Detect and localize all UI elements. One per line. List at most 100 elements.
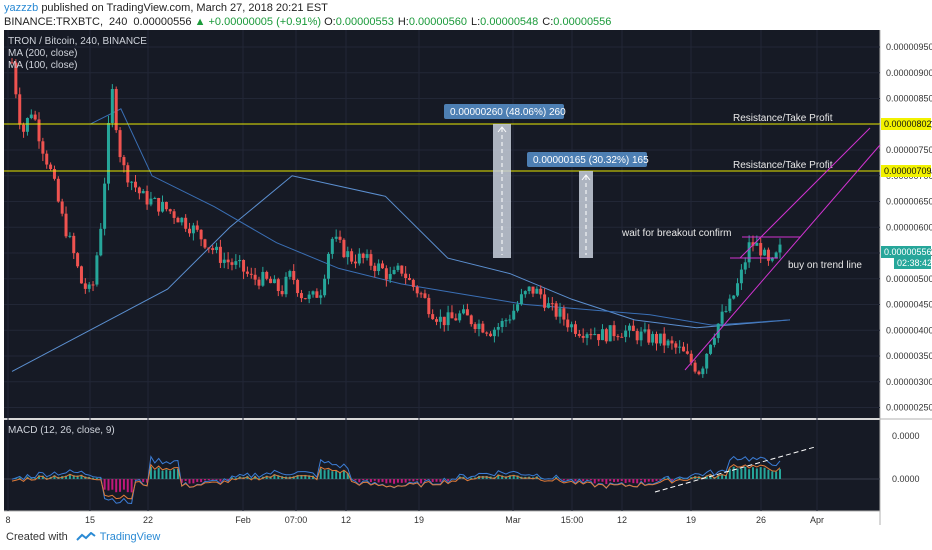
candle-body	[554, 303, 558, 317]
macd-hist-bar	[732, 466, 735, 479]
macd-hist-bar	[431, 479, 434, 482]
channel-upper-line[interactable]	[739, 127, 871, 259]
macd-hist-bar	[655, 479, 658, 481]
candle-body	[404, 273, 408, 279]
macd-hist-bar	[751, 467, 754, 479]
candle-body	[682, 346, 686, 352]
wait-breakout-note[interactable]: wait for breakout confirm	[621, 228, 732, 239]
candle-body	[763, 249, 767, 256]
last-price-badge	[881, 246, 931, 258]
macd-hist-bar	[593, 479, 596, 484]
candle-body	[346, 251, 350, 258]
price-axis[interactable]: 0.000009500.000009000.000008500.00000800…	[886, 42, 932, 413]
candle-body	[751, 242, 755, 246]
macd-trend-line[interactable]	[654, 446, 816, 493]
candle-body	[180, 217, 184, 223]
candle-body	[276, 279, 280, 292]
macd-hist-bar	[408, 479, 411, 481]
candle-body	[651, 333, 655, 343]
candle-body	[600, 329, 604, 341]
macd-hist-bar	[234, 478, 237, 479]
candle-body	[215, 246, 219, 251]
candle-body	[52, 169, 56, 179]
candle-body	[130, 181, 134, 183]
macd-hist-bar	[323, 470, 326, 479]
candle-body	[639, 331, 643, 341]
macd-hist-bar	[346, 473, 349, 479]
macd-hist-bar	[362, 479, 365, 481]
price-axis-tick: 0.00000350	[886, 351, 932, 361]
candle-body	[408, 278, 412, 280]
measure-label-box-2[interactable]	[527, 152, 647, 167]
candle-body	[157, 198, 161, 212]
time-axis[interactable]: 8 15 22 Feb 07:00 12 19 Mar 15:00 12 19 26 Apr	[5, 515, 824, 525]
low-label: L:	[470, 16, 481, 28]
macd-hist-bar	[200, 479, 203, 483]
candle-body	[473, 324, 477, 330]
macd-axis-tick-1: 0.0000	[892, 431, 920, 441]
candle-body	[41, 141, 45, 154]
candle-body	[778, 244, 782, 253]
candle-body	[242, 260, 246, 272]
macd-hist-bar	[34, 478, 37, 479]
ma100-line	[89, 108, 791, 326]
macd-hist-bar	[744, 466, 747, 479]
macd-hist-bar	[539, 478, 542, 479]
price-pane-background	[4, 30, 880, 418]
macd-hist-bar	[582, 479, 585, 482]
candle-body	[454, 318, 458, 321]
candle-body	[728, 298, 732, 311]
candle-body	[334, 236, 338, 239]
ma100-legend: MA (100, close)	[8, 60, 77, 71]
candle-body	[616, 336, 620, 338]
candle-body	[315, 291, 319, 298]
macd-hist-bar	[705, 475, 708, 479]
candle-body	[172, 211, 176, 218]
candle-body	[184, 217, 188, 229]
macd-hist-bar	[748, 469, 751, 479]
tradingview-brand[interactable]: TradingView	[99, 531, 161, 543]
macd-hist-bar	[335, 471, 338, 479]
candle-body	[365, 254, 369, 258]
macd-hist-bar	[439, 479, 442, 482]
candle-body	[56, 178, 60, 202]
candle-body	[68, 235, 72, 237]
candle-body	[357, 253, 361, 264]
measure-arrowhead-2	[581, 174, 591, 181]
candle-body	[272, 279, 276, 284]
macd-hist-bar	[512, 474, 515, 479]
macd-hist-bar	[377, 479, 380, 483]
candle-body	[122, 157, 126, 166]
candle-body	[296, 279, 300, 294]
time-axis-tick: 26	[756, 515, 766, 525]
candle-body	[303, 298, 307, 300]
candle-body	[137, 187, 141, 194]
candle-body	[10, 62, 14, 64]
price-axis-tick: 0.00000500	[886, 274, 932, 284]
macd-hist-bar	[149, 466, 152, 479]
candle-body	[145, 191, 149, 205]
chart-legend-title: TRON / Bitcoin, 240, BINANCE	[8, 36, 147, 47]
macd-hist-bar	[416, 479, 419, 481]
measure-label-box-1[interactable]	[444, 104, 564, 119]
macd-signal-line	[11, 463, 781, 500]
candle-body	[292, 271, 296, 280]
macd-hist-bar	[230, 477, 233, 479]
candle-body	[126, 165, 130, 183]
macd-hist-bar	[389, 479, 392, 483]
buy-trend-line-note[interactable]: buy on trend line	[788, 260, 862, 271]
channel-lower-line[interactable]	[684, 144, 881, 371]
candle-body	[176, 217, 180, 223]
candle-body	[64, 213, 68, 237]
macd-hist-bar	[180, 479, 183, 483]
candle-body	[620, 336, 624, 338]
candle-body	[373, 265, 377, 272]
candle-body	[392, 269, 396, 274]
candle-body	[79, 266, 83, 284]
candle-body	[307, 294, 311, 299]
high-value: 0.00000560	[408, 16, 467, 28]
candle-body	[523, 291, 527, 295]
candle-body	[697, 371, 701, 375]
publisher-name[interactable]: yazzzb	[4, 2, 39, 14]
